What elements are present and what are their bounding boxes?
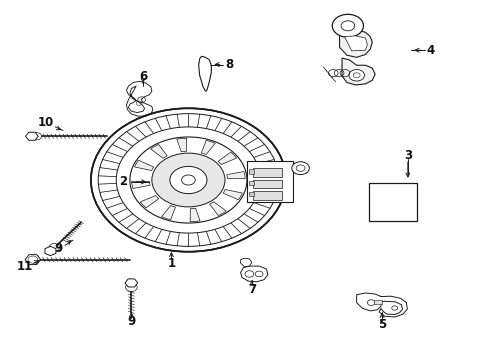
Polygon shape: [161, 206, 175, 220]
Text: 9: 9: [54, 242, 62, 255]
Circle shape: [91, 108, 285, 252]
Bar: [249, 192, 254, 197]
Polygon shape: [140, 195, 159, 208]
Text: 2: 2: [119, 175, 127, 188]
Polygon shape: [339, 30, 371, 57]
Circle shape: [169, 166, 206, 194]
Polygon shape: [218, 152, 236, 165]
Polygon shape: [344, 36, 366, 51]
Text: 5: 5: [377, 318, 386, 331]
Text: 8: 8: [224, 58, 233, 71]
Circle shape: [32, 133, 41, 140]
Text: 10: 10: [38, 116, 54, 129]
Circle shape: [152, 153, 224, 207]
Polygon shape: [150, 144, 167, 158]
Polygon shape: [341, 58, 374, 85]
Polygon shape: [201, 140, 215, 154]
Circle shape: [130, 137, 246, 223]
FancyBboxPatch shape: [246, 161, 293, 202]
Circle shape: [116, 127, 260, 233]
Bar: [249, 169, 254, 174]
Polygon shape: [209, 202, 226, 216]
Circle shape: [331, 14, 363, 37]
Polygon shape: [240, 266, 267, 282]
Circle shape: [181, 175, 195, 185]
Text: 4: 4: [426, 44, 434, 57]
Bar: [252, 191, 282, 200]
Polygon shape: [240, 258, 251, 267]
Bar: [373, 300, 382, 304]
Polygon shape: [134, 160, 153, 171]
Text: 3: 3: [403, 149, 411, 162]
Text: 6: 6: [139, 69, 147, 82]
Circle shape: [348, 69, 364, 81]
Text: 7: 7: [247, 283, 255, 296]
Bar: [252, 168, 282, 177]
Polygon shape: [198, 56, 211, 91]
Circle shape: [49, 243, 60, 251]
Polygon shape: [131, 181, 150, 189]
Text: 9: 9: [127, 315, 135, 328]
Polygon shape: [226, 171, 244, 179]
Bar: [249, 181, 254, 185]
Circle shape: [291, 162, 309, 175]
Circle shape: [125, 283, 137, 292]
Polygon shape: [190, 208, 200, 222]
Bar: [252, 180, 282, 188]
FancyBboxPatch shape: [368, 183, 416, 221]
Polygon shape: [177, 138, 186, 152]
Polygon shape: [223, 189, 242, 200]
Text: 1: 1: [167, 257, 175, 270]
Text: 11: 11: [17, 260, 33, 273]
